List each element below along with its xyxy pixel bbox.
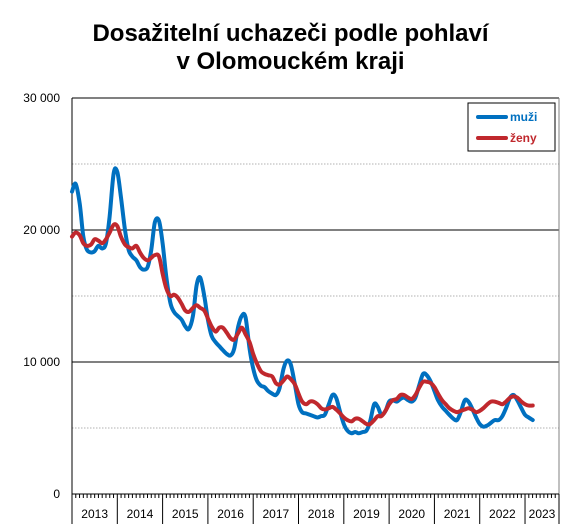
y-tick-label-3: 30 000	[23, 91, 60, 105]
x-tick-label-2020: 2020	[398, 507, 425, 521]
legend-box	[467, 102, 556, 152]
chart-title-line-2: v Olomouckém kraji	[176, 48, 405, 75]
y-tick-label-2: 20 000	[23, 223, 60, 237]
legend-label-1: ženy	[510, 131, 537, 145]
x-axis: 2013 2014 2015 2016 2017 2018 2019 2020 2021 2022…	[71, 494, 560, 524]
x-tick-label-2014: 2014	[127, 507, 154, 521]
x-tick-label-2015: 2015	[172, 507, 199, 521]
x-tick-label-2013: 2013	[81, 507, 108, 521]
x-tick-label-2023: 2023	[529, 507, 556, 521]
x-tick-label-2016: 2016	[217, 507, 244, 521]
grid	[71, 97, 560, 495]
legend-label-0: muži	[510, 110, 537, 124]
x-tick-label-2019: 2019	[353, 507, 380, 521]
y-tick-label-0: 0	[53, 487, 60, 501]
chart-title: Dosažitelní uchazeči podle pohlaví v Olo…	[0, 20, 581, 76]
x-tick-label-2021: 2021	[444, 507, 471, 521]
legend: muži ženy	[467, 102, 556, 152]
x-tick-label-2017: 2017	[263, 507, 290, 521]
x-tick-label-2022: 2022	[489, 507, 516, 521]
chart-title-line-1: Dosažitelní uchazeči podle pohlaví	[92, 20, 489, 47]
x-tick-label-2018: 2018	[308, 507, 335, 521]
series-lines	[70, 166, 535, 436]
series-line-1	[70, 222, 535, 427]
series-line-0	[70, 166, 535, 436]
y-axis-ticks: 0 10 000 20 000 30 000	[23, 91, 60, 501]
y-tick-label-1: 10 000	[23, 355, 60, 369]
